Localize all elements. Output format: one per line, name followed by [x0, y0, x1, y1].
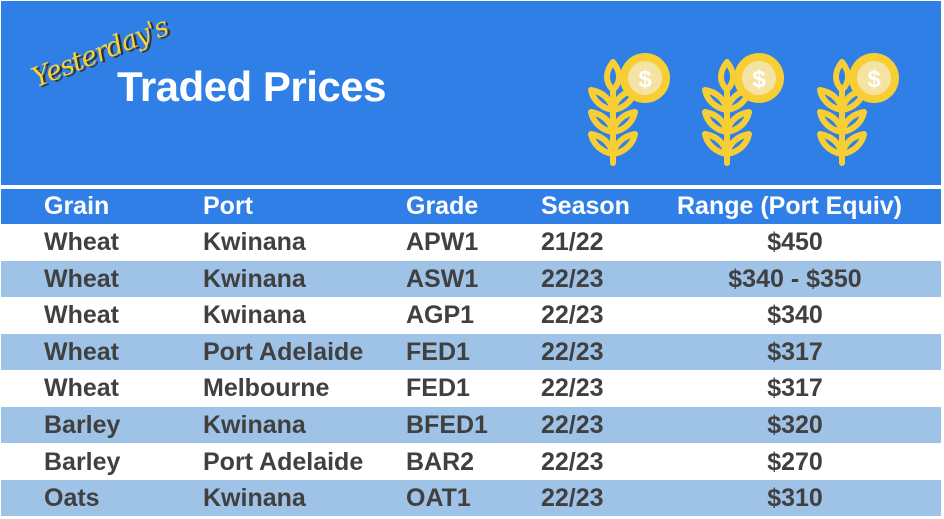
header-grade: Grade	[406, 192, 479, 220]
cell-port: Kwinana	[203, 411, 306, 439]
cell-grade: ASW1	[406, 264, 479, 293]
cell-grade: OAT1	[406, 484, 471, 513]
banner: Yesterday's Traded Prices	[1, 1, 941, 185]
wheat-coin-icon: $	[812, 50, 908, 168]
table-row: Wheat Kwinana ASW1 22/23 $340 - $350	[1, 260, 941, 297]
cell-range: $317	[767, 374, 823, 403]
cell-grain: Wheat	[44, 228, 119, 256]
cell-grade: APW1	[406, 228, 479, 256]
cell-range: $317	[767, 337, 823, 366]
svg-text:$: $	[867, 66, 881, 93]
cell-season: 22/23	[541, 484, 604, 513]
table-row: Oats Kwinana OAT1 22/23 $310	[1, 480, 941, 517]
cell-range: $310	[767, 484, 823, 513]
cell-season: 22/23	[541, 301, 604, 330]
cell-season: 21/22	[541, 228, 604, 256]
cell-grain: Barley	[44, 411, 121, 439]
cell-season: 22/23	[541, 374, 604, 403]
table-row: Barley Port Adelaide BAR2 22/23 $270	[1, 444, 941, 480]
cell-port: Kwinana	[203, 264, 306, 293]
cell-grade: FED1	[406, 374, 470, 403]
cell-season: 22/23	[541, 337, 604, 366]
svg-text:$: $	[752, 66, 766, 93]
cell-grade: AGP1	[406, 301, 475, 330]
cell-grain: Wheat	[44, 301, 119, 330]
cell-range: $340	[767, 301, 823, 330]
svg-text:$: $	[638, 66, 652, 93]
table-row: Barley Kwinana BFED1 22/23 $320	[1, 407, 941, 443]
cell-grade: BAR2	[406, 447, 475, 476]
header-season: Season	[541, 192, 630, 220]
cell-port: Port Adelaide	[203, 337, 364, 366]
table-row: Wheat Melbourne FED1 22/23 $317	[1, 370, 941, 406]
cell-port: Kwinana	[203, 484, 306, 513]
table-row: Wheat Port Adelaide FED1 22/23 $317	[1, 333, 941, 370]
cell-grain: Oats	[44, 484, 100, 513]
header-range: Range (Port Equiv)	[677, 192, 903, 220]
cell-range: $320	[767, 411, 823, 439]
cell-grade: FED1	[406, 337, 470, 366]
cell-range: $270	[767, 447, 823, 476]
cell-port: Kwinana	[203, 228, 306, 256]
table-header: Grain Port Grade Season Range (Port Equi…	[1, 189, 941, 224]
cell-grain: Wheat	[44, 337, 119, 366]
wheat-coin-icon: $	[583, 50, 679, 168]
cell-port: Kwinana	[203, 301, 306, 330]
cell-season: 22/23	[541, 264, 604, 293]
cell-range: $340 - $350	[728, 264, 862, 293]
cell-grain: Wheat	[44, 264, 119, 293]
header-port: Port	[203, 192, 253, 220]
cell-port: Port Adelaide	[203, 447, 364, 476]
header-grain: Grain	[44, 192, 110, 220]
table-row: Wheat Kwinana APW1 21/22 $450	[1, 224, 941, 260]
wheat-coin-icon: $	[697, 50, 793, 168]
cell-grain: Wheat	[44, 374, 119, 403]
page-title: Traded Prices	[117, 63, 386, 110]
cell-season: 22/23	[541, 447, 604, 476]
table-row: Wheat Kwinana AGP1 22/23 $340	[1, 297, 941, 333]
cell-season: 22/23	[541, 411, 604, 439]
cell-port: Melbourne	[203, 374, 330, 403]
cell-range: $450	[767, 228, 823, 256]
cell-grade: BFED1	[406, 411, 488, 439]
cell-grain: Barley	[44, 447, 121, 476]
